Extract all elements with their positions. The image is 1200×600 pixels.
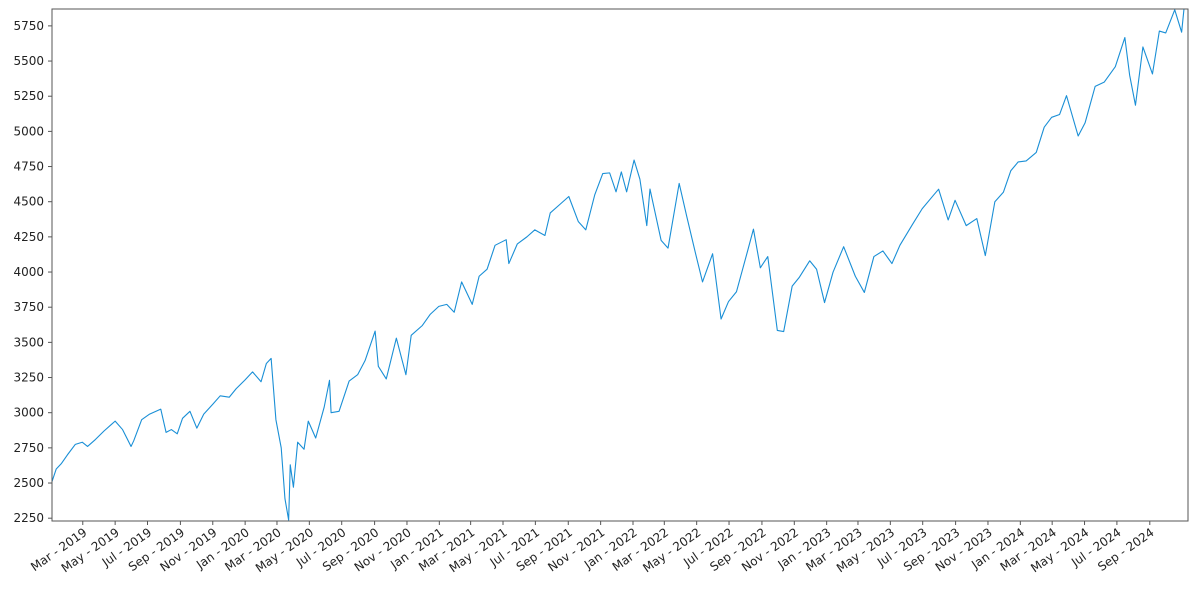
y-tick-label: 2750	[13, 441, 44, 455]
y-tick-label: 3250	[13, 371, 44, 385]
y-tick-label: 4250	[13, 230, 44, 244]
y-tick-label: 2250	[13, 511, 44, 525]
y-tick-label: 4750	[13, 160, 44, 174]
y-tick-label: 3750	[13, 300, 44, 314]
plot-frame	[51, 8, 1189, 522]
y-tick-label: 3500	[13, 335, 44, 349]
y-tick-label: 5000	[13, 124, 44, 138]
y-tick-label: 5500	[13, 54, 44, 68]
y-axis: 2250 2500 2750 3000 3250 3500 3750 4000 4250 4500…	[13, 19, 52, 525]
y-tick-label: 4500	[13, 195, 44, 209]
y-tick-label: 2500	[13, 476, 44, 490]
y-tick-label: 4000	[13, 265, 44, 279]
plot-area	[52, 9, 1185, 521]
y-tick-label: 5250	[13, 89, 44, 103]
y-tick-label: 5750	[13, 19, 44, 33]
series-line	[52, 9, 1185, 521]
y-tick-label: 3000	[13, 406, 44, 420]
